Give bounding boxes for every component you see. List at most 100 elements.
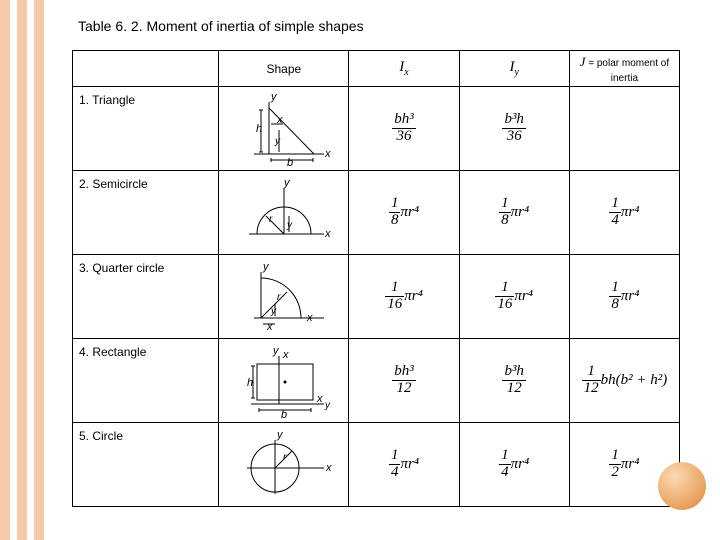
svg-text:x: x [324, 148, 331, 160]
formula-ix: bh³12 [349, 339, 459, 423]
ix-post: πr⁴ [404, 288, 423, 304]
ix-num: bh³ [392, 112, 416, 129]
iy-den: 4 [499, 465, 511, 481]
decor-stripe [0, 0, 10, 540]
ix-num: 1 [385, 280, 404, 297]
iy-post: πr⁴ [511, 204, 530, 220]
svg-text:y: y [270, 91, 278, 103]
svg-text:y: y [272, 345, 280, 357]
svg-text:y: y [262, 261, 270, 273]
table-row: 4. Rectangle y x h b x y b h [73, 339, 680, 423]
svg-text:x: x [306, 312, 313, 324]
ix-den: 16 [385, 297, 404, 313]
formula-ix: 116πr⁴ [349, 255, 459, 339]
ix-den: 12 [392, 381, 416, 397]
svg-text:x: x [316, 393, 323, 405]
formula-iy: 18πr⁴ [459, 171, 569, 255]
ix-post: πr⁴ [400, 456, 419, 472]
header-ix-sub: x [404, 67, 408, 78]
table-row: 5. Circle y r x 14πr⁴ 14πr⁴ 12πr⁴ [73, 423, 680, 507]
formula-j: 18πr⁴ [569, 255, 679, 339]
j-num: 1 [582, 364, 601, 381]
iy-num: 1 [499, 196, 511, 213]
j-post: πr⁴ [621, 288, 640, 304]
j-post: πr⁴ [621, 456, 640, 472]
svg-text:x: x [325, 462, 332, 474]
iy-den: 12 [502, 381, 526, 397]
j-den: 2 [609, 465, 621, 481]
header-iy: Iy [459, 51, 569, 87]
j-den: 4 [609, 213, 621, 229]
iy-post: πr⁴ [514, 288, 533, 304]
iy-den: 8 [499, 213, 511, 229]
svg-text:b: b [287, 157, 293, 168]
shape-circle: y r x [219, 423, 349, 507]
svg-text:y: y [276, 429, 284, 441]
table-row: 1. Triangle y x h b x y [73, 87, 680, 171]
svg-text:r: r [269, 214, 273, 225]
svg-text:r: r [283, 452, 287, 463]
header-blank [73, 51, 219, 87]
table-row: 2. Semicircle y r x y 18πr⁴ 18πr⁴ 14πr⁴ [73, 171, 680, 255]
ix-post: πr⁴ [400, 204, 419, 220]
header-iy-sub: y [514, 67, 518, 78]
formula-iy: b³h36 [459, 87, 569, 171]
header-j: J = polar moment of inertia [569, 51, 679, 87]
ix-den: 36 [392, 129, 416, 145]
svg-text:r: r [277, 292, 281, 303]
j-post: πr⁴ [621, 204, 640, 220]
formula-ix: bh³36 [349, 87, 459, 171]
row-name: 4. Rectangle [73, 339, 219, 423]
table-row: 3. Quarter circle y r x x y 116πr⁴ 116πr… [73, 255, 680, 339]
svg-text:y: y [270, 306, 277, 317]
ix-num: bh³ [392, 364, 416, 381]
svg-text:y: y [283, 177, 291, 189]
j-den: 12 [582, 381, 601, 397]
row-name: 1. Triangle [73, 87, 219, 171]
shape-rectangle: y x h b x y [219, 339, 349, 423]
header-shape: Shape [219, 51, 349, 87]
formula-iy: 14πr⁴ [459, 423, 569, 507]
formula-iy: 116πr⁴ [459, 255, 569, 339]
iy-den: 16 [495, 297, 514, 313]
formula-iy: b³h12 [459, 339, 569, 423]
row-name: 2. Semicircle [73, 171, 219, 255]
iy-num: b³h [502, 112, 526, 129]
svg-text:x: x [266, 321, 273, 333]
svg-text:y: y [274, 136, 281, 147]
svg-text:y: y [324, 400, 331, 411]
iy-den: 36 [502, 129, 526, 145]
svg-text:b: b [281, 409, 287, 420]
iy-post: πr⁴ [511, 456, 530, 472]
header-ix: Ix [349, 51, 459, 87]
svg-text:h: h [247, 377, 253, 389]
iy-num: 1 [499, 448, 511, 465]
page-title: Table 6. 2. Moment of inertia of simple … [78, 18, 364, 34]
shape-quarter-circle: y r x x y [219, 255, 349, 339]
ix-den: 8 [389, 213, 401, 229]
inertia-table: Shape Ix Iy J = polar moment of inertia … [72, 50, 680, 507]
ix-num: 1 [389, 448, 401, 465]
formula-ix: 14πr⁴ [349, 423, 459, 507]
formula-ix: 18πr⁴ [349, 171, 459, 255]
formula-j [569, 87, 679, 171]
formula-j: 14πr⁴ [569, 171, 679, 255]
row-name: 3. Quarter circle [73, 255, 219, 339]
ix-num: 1 [389, 196, 401, 213]
j-num: 1 [609, 196, 621, 213]
j-post: bh(b² + h²) [601, 372, 668, 388]
decor-sphere-icon [658, 462, 706, 510]
j-num: 1 [609, 280, 621, 297]
header-j-text: = polar moment of inertia [585, 58, 669, 84]
row-name: 5. Circle [73, 423, 219, 507]
decor-stripe [17, 0, 27, 540]
svg-text:x: x [282, 349, 289, 361]
iy-num: b³h [502, 364, 526, 381]
j-den: 8 [609, 297, 621, 313]
j-num: 1 [609, 448, 621, 465]
header-row: Shape Ix Iy J = polar moment of inertia [73, 51, 680, 87]
decor-stripe [34, 0, 44, 540]
ix-den: 4 [389, 465, 401, 481]
shape-semicircle: y r x y [219, 171, 349, 255]
svg-text:x: x [324, 228, 331, 240]
